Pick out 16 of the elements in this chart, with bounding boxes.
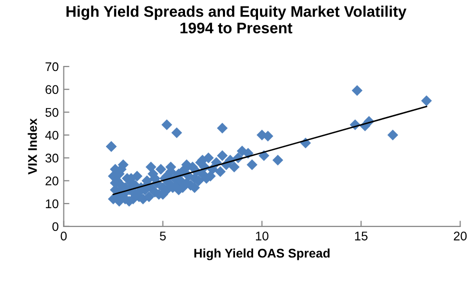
x-tick-label: 15 — [355, 232, 368, 240]
y-tick-label: 0 — [52, 222, 58, 232]
y-tick-label: 50 — [45, 108, 58, 117]
x-tick-label: 0 — [60, 232, 67, 240]
chart-title: High Yield Spreads and Equity Market Volatility 1994 to Present — [66, 6, 406, 34]
y-tick-label: 30 — [45, 154, 58, 163]
y-tick-label: 20 — [46, 176, 58, 186]
x-tick-label: 20 — [454, 232, 467, 240]
x-tick-label: 5 — [160, 232, 166, 240]
y-tick-label: 40 — [45, 130, 58, 140]
y-axis-title: VIX Index — [28, 118, 37, 174]
x-axis-title: High Yield OAS Spread — [194, 248, 330, 260]
y-tick-label: 60 — [46, 85, 58, 94]
y-tick-label: 10 — [46, 199, 58, 208]
y-tick-label: 70 — [46, 62, 58, 72]
x-tick-label: 10 — [256, 232, 268, 240]
